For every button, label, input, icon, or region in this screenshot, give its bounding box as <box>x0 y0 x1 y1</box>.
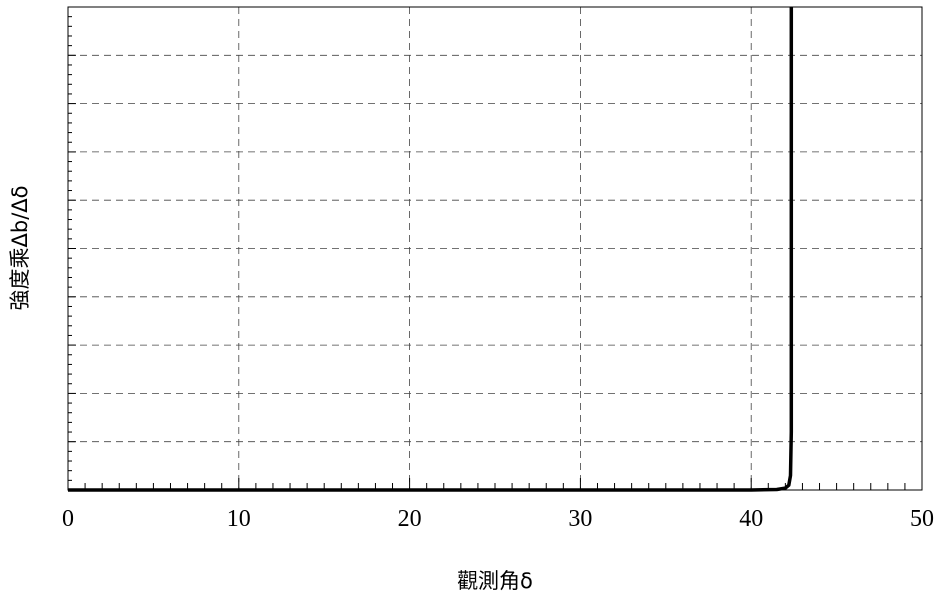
x-tick-label-0: 0 <box>62 506 74 532</box>
x-tick-label-2: 20 <box>398 506 422 532</box>
minor-ticks <box>67 16 923 490</box>
series-group <box>68 7 794 492</box>
x-axis-title: 觀測角δ <box>457 569 533 593</box>
y-axis-title: 強度乘Δb/Δδ <box>8 186 32 311</box>
x-tick-label-5: 50 <box>910 506 934 532</box>
grid <box>68 7 922 490</box>
x-tick-label-3: 30 <box>568 506 592 532</box>
series-line-0 <box>68 7 794 492</box>
x-tick-label-1: 10 <box>227 506 251 532</box>
x-tick-label-4: 40 <box>739 506 763 532</box>
x-tick-labels: 0 10 20 30 40 50 <box>62 506 934 532</box>
